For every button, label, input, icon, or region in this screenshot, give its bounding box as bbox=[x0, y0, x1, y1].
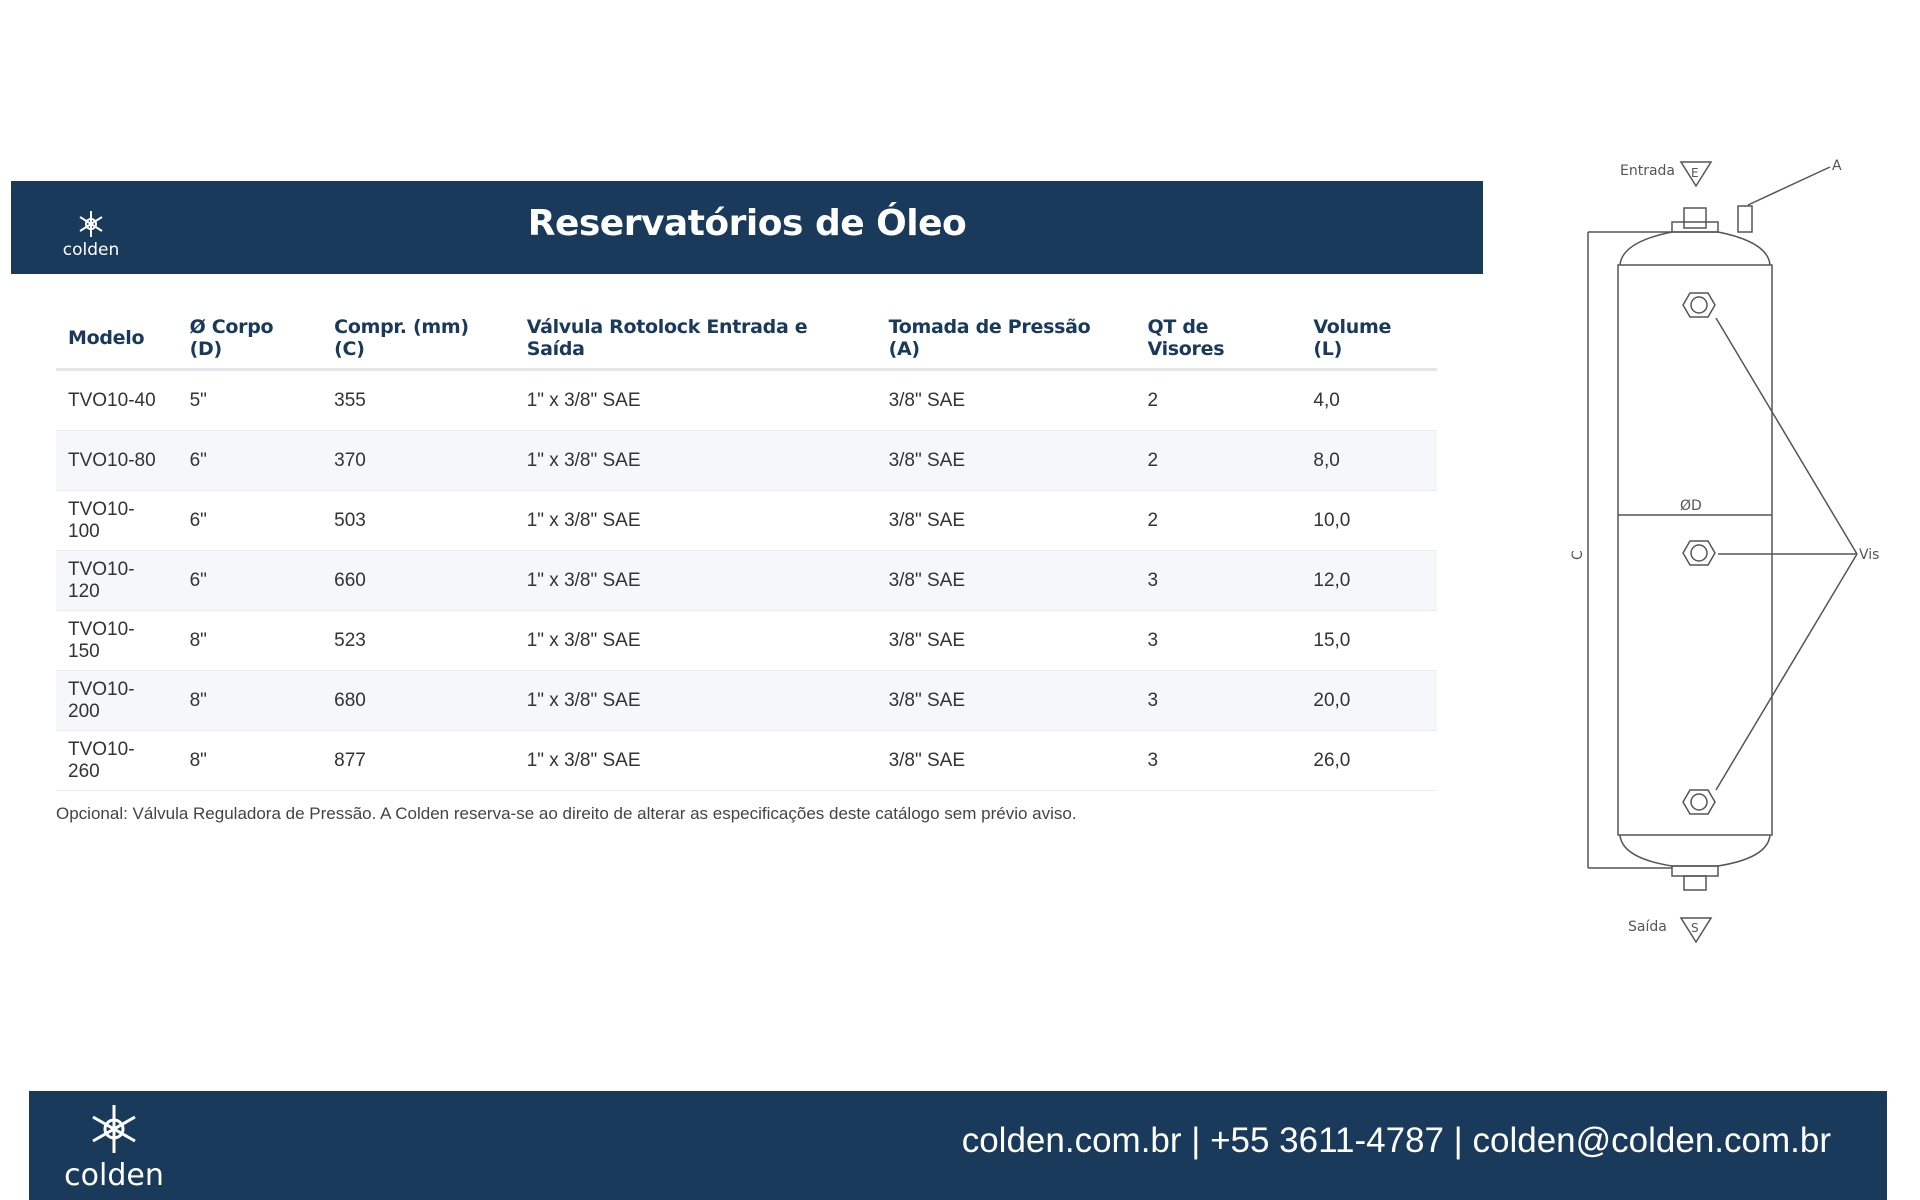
column-header: Válvula Rotolock Entrada e Saída bbox=[514, 308, 877, 371]
table-row: TVO10-100 6" 503 1" x 3/8" SAE 3/8" SAE 2 10,0 bbox=[56, 490, 1437, 551]
snowflake-icon bbox=[92, 1105, 136, 1153]
column-header: Tomada de Pressão (A) bbox=[876, 308, 1136, 371]
length-label: C bbox=[1570, 550, 1586, 560]
column-header: QT de Visores bbox=[1135, 308, 1302, 371]
outlet-mark: S bbox=[1691, 921, 1699, 935]
vessel-body bbox=[1617, 264, 1773, 836]
sight-glass-label: Visor bbox=[1859, 547, 1880, 563]
table-cell: 2 bbox=[1135, 490, 1302, 551]
table-cell: 8" bbox=[177, 670, 323, 731]
table-cell: 3/8" SAE bbox=[876, 730, 1136, 791]
table-cell: 15,0 bbox=[1301, 610, 1437, 671]
table-cell: 20,0 bbox=[1301, 670, 1437, 731]
contact-info: colden.com.br | +55 3611-4787 | colden@c… bbox=[961, 1121, 1831, 1160]
table-cell: 3 bbox=[1135, 610, 1302, 671]
table-cell: TVO10-260 bbox=[56, 730, 178, 791]
table-cell: 3/8" SAE bbox=[876, 490, 1136, 551]
table-cell: 1" x 3/8" SAE bbox=[514, 610, 877, 671]
table-cell: 877 bbox=[322, 730, 515, 791]
inlet-label: Entrada bbox=[1620, 163, 1675, 179]
table-row: TVO10-260 8" 877 1" x 3/8" SAE 3/8" SAE 3 26,0 bbox=[56, 730, 1437, 791]
table-cell: 1" x 3/8" SAE bbox=[514, 430, 877, 491]
table-cell: 5" bbox=[177, 369, 323, 431]
sight-glass-icon bbox=[1682, 540, 1716, 566]
table-cell: TVO10-150 bbox=[56, 610, 178, 671]
pressure-port-label: A bbox=[1832, 158, 1842, 174]
outlet-label: Saída bbox=[1628, 919, 1667, 935]
page-title: Reservatórios de Óleo bbox=[527, 203, 967, 244]
table-cell: 680 bbox=[322, 670, 515, 731]
table-row: TVO10-120 6" 660 1" x 3/8" SAE 3/8" SAE 3 12,0 bbox=[56, 550, 1437, 611]
diameter-label: ØD bbox=[1680, 498, 1702, 514]
table-header-row: Modelo Ø Corpo (D) Compr. (mm) (C) Válvula … bbox=[56, 308, 1437, 371]
outlet-triangle-icon bbox=[1679, 917, 1713, 944]
table-cell: 1" x 3/8" SAE bbox=[514, 730, 877, 791]
table-cell: 6" bbox=[177, 430, 323, 491]
table-cell: 370 bbox=[322, 430, 515, 491]
column-header: Ø Corpo (D) bbox=[177, 308, 323, 371]
table-row: TVO10-150 8" 523 1" x 3/8" SAE 3/8" SAE 3 15,0 bbox=[56, 610, 1437, 671]
column-header: Compr. (mm) (C) bbox=[322, 308, 515, 371]
colden-logo: colden bbox=[63, 211, 120, 259]
table-cell: TVO10-100 bbox=[56, 490, 178, 551]
table-cell: 3/8" SAE bbox=[876, 610, 1136, 671]
snowflake-icon bbox=[79, 211, 103, 237]
table-row: TVO10-80 6" 370 1" x 3/8" SAE 3/8" SAE 2 8,0 bbox=[56, 430, 1437, 491]
sight-glass-icon bbox=[1682, 292, 1716, 318]
table-cell: 2 bbox=[1135, 430, 1302, 491]
table-cell: 3/8" SAE bbox=[876, 550, 1136, 611]
table-cell: 3 bbox=[1135, 670, 1302, 731]
table-cell: 2 bbox=[1135, 369, 1302, 431]
table-cell: 355 bbox=[322, 369, 515, 431]
table-cell: 8,0 bbox=[1301, 430, 1437, 491]
svg-text:colden: colden bbox=[64, 1158, 164, 1191]
table-cell: 8" bbox=[177, 610, 323, 671]
svg-text:colden: colden bbox=[63, 240, 120, 259]
pressure-port bbox=[1737, 205, 1753, 233]
table-row: TVO10-200 8" 680 1" x 3/8" SAE 3/8" SAE 3 20,0 bbox=[56, 670, 1437, 731]
table-cell: 4,0 bbox=[1301, 369, 1437, 431]
spec-table: Modelo Ø Corpo (D) Compr. (mm) (C) Válvula … bbox=[56, 308, 1437, 791]
table-cell: 1" x 3/8" SAE bbox=[514, 550, 877, 611]
table-cell: 523 bbox=[322, 610, 515, 671]
table-cell: 3/8" SAE bbox=[876, 430, 1136, 491]
title-banner: colden Reservatórios de Óleo bbox=[11, 181, 1483, 274]
column-header: Modelo bbox=[56, 308, 178, 371]
table-cell: TVO10-80 bbox=[56, 430, 178, 491]
table-cell: 26,0 bbox=[1301, 730, 1437, 791]
column-header: Volume (L) bbox=[1301, 308, 1437, 371]
sight-glass-icon bbox=[1682, 789, 1716, 815]
inlet-triangle-icon bbox=[1679, 161, 1713, 188]
table-cell: 1" x 3/8" SAE bbox=[514, 670, 877, 731]
footer-banner: colden colden.com.br | +55 3611-4787 | c… bbox=[29, 1091, 1887, 1200]
table-cell: TVO10-40 bbox=[56, 369, 178, 431]
table-cell: 10,0 bbox=[1301, 490, 1437, 551]
table-cell: 3 bbox=[1135, 730, 1302, 791]
table-cell: TVO10-120 bbox=[56, 550, 178, 611]
table-cell: 1" x 3/8" SAE bbox=[514, 490, 877, 551]
table-row: TVO10-40 5" 355 1" x 3/8" SAE 3/8" SAE 2 4,0 bbox=[56, 369, 1437, 431]
reservoir-diagram: Entrada E A C ØD Visor Saída S bbox=[1570, 158, 1880, 944]
table-cell: 3/8" SAE bbox=[876, 670, 1136, 731]
colden-logo: colden bbox=[64, 1105, 164, 1191]
table-cell: 3/8" SAE bbox=[876, 369, 1136, 431]
table-cell: 6" bbox=[177, 550, 323, 611]
table-cell: 8" bbox=[177, 730, 323, 791]
table-cell: 6" bbox=[177, 490, 323, 551]
footnote: Opcional: Válvula Reguladora de Pressão.… bbox=[56, 804, 1077, 823]
table-cell: 1" x 3/8" SAE bbox=[514, 369, 877, 431]
table-cell: 503 bbox=[322, 490, 515, 551]
table-cell: 660 bbox=[322, 550, 515, 611]
table-cell: 12,0 bbox=[1301, 550, 1437, 611]
table-cell: 3 bbox=[1135, 550, 1302, 611]
table-cell: TVO10-200 bbox=[56, 670, 178, 731]
inlet-mark: E bbox=[1691, 166, 1699, 180]
